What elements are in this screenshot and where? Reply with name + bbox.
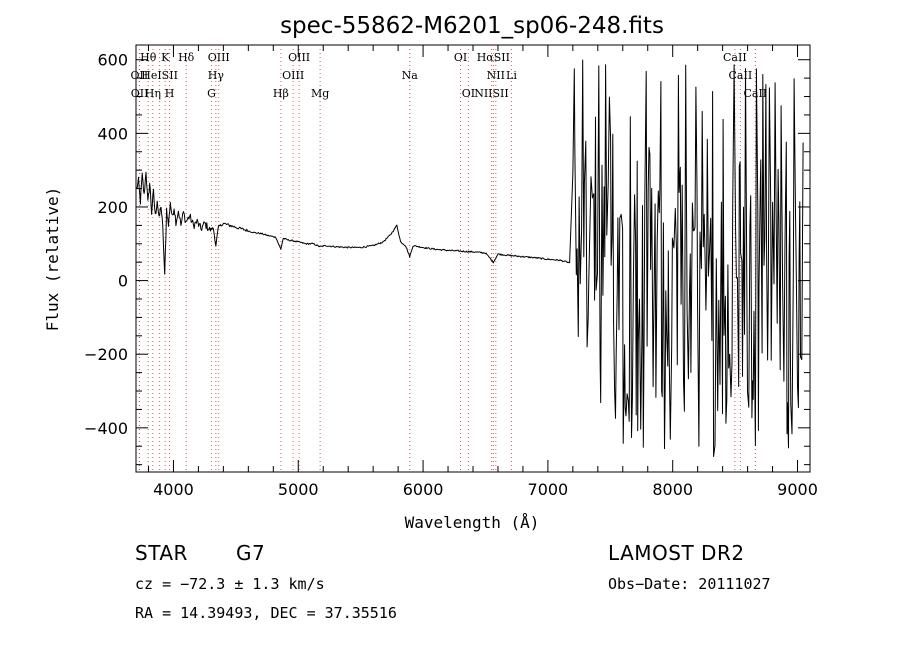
object-class: STAR [135,541,188,565]
line-marker-label: CaII [729,69,753,82]
line-marker-label: Hθ [140,51,157,64]
line-marker-label: Hη [145,87,161,100]
line-marker-label: K [161,51,170,64]
line-marker-label: NIISII [474,87,509,100]
y-axis-label: Flux (relative) [43,187,62,332]
subclass: G7 [236,541,266,565]
axes: 4000 5000 6000 7000 8000 9000 −400 −200 0 200 400 6… [84,45,818,499]
line-marker-label: Hδ [178,51,195,64]
y-tick-label: 200 [97,198,128,217]
line-marker-label: OI [462,87,475,100]
line-marker-label: Hγ [208,69,225,82]
line-marker-label: CaII [743,87,767,100]
line-marker-label: OII [131,69,149,82]
x-tick-label: 4000 [153,480,194,499]
line-marker-label: OII [131,87,149,100]
line-marker-label: OI [454,51,467,64]
line-marker-label: Li [506,69,517,82]
x-tick-label: 8000 [652,480,693,499]
y-tick-label: 600 [97,51,128,70]
y-tick-label: −200 [84,345,128,364]
x-tick-label: 9000 [777,480,818,499]
line-marker-label: Mg [311,87,329,100]
coordinates: RA = 14.39493, DEC = 37.35516 [135,604,397,622]
survey-name: LAMOST DR2 [608,541,745,565]
line-marker-label: OIII [208,51,230,64]
chart-title: spec-55862-M6201_sp06-248.fits [280,13,664,39]
line-marker-label: CaII [723,51,747,64]
line-marker-label: OIII [288,51,310,64]
x-tick-label: 7000 [528,480,569,499]
line-marker-label: H [165,87,175,100]
y-tick-label: 400 [97,124,128,143]
obs-date: Obs−Date: 20111027 [608,575,771,593]
y-tick-label: −400 [84,419,128,438]
redshift-cz: cz = −72.3 ± 1.3 km/s [135,575,325,593]
x-tick-label: 5000 [278,480,319,499]
line-marker-label: Na [402,69,419,82]
line-marker-label: HeISII [141,69,178,82]
line-marker-label: Hβ [273,87,289,100]
line-marker-label: NII [487,69,505,82]
x-tick-label: 6000 [403,480,444,499]
line-marker-label: OIII [282,69,304,82]
spectrum-series [136,59,804,457]
x-axis-label: Wavelength (Å) [405,513,540,532]
line-marker-label: HαSII [477,51,510,64]
line-marker-label: G [207,87,216,100]
spectrum-line [136,59,804,457]
y-tick-label: 0 [118,272,128,291]
